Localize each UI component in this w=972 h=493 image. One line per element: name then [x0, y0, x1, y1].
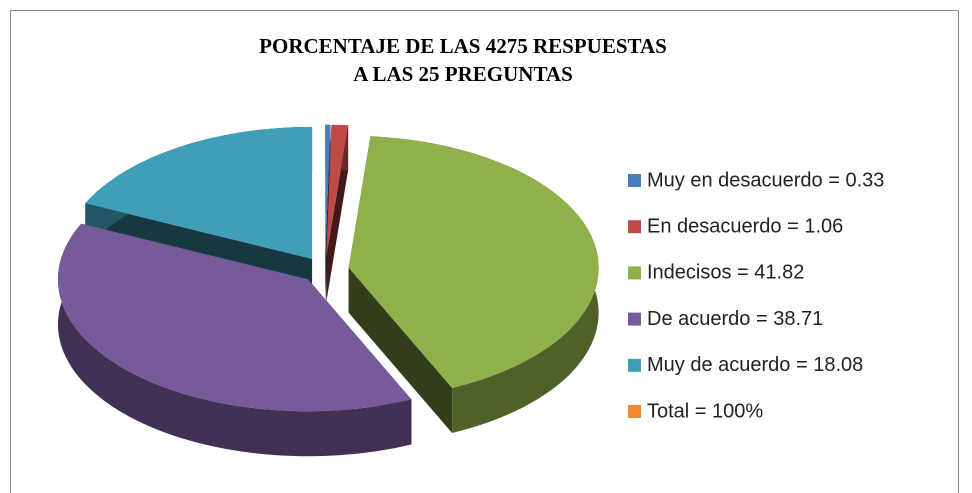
- chart-title: PORCENTAJE DE LAS 4275 RESPUESTAS: [259, 34, 667, 58]
- slice: [85, 126, 313, 259]
- slice: [326, 124, 349, 257]
- slice: [57, 223, 412, 412]
- chart-subtitle: A LAS 25 PREGUNTAS: [353, 62, 573, 86]
- legend-label: Muy en desacuerdo = 0.33: [647, 169, 884, 191]
- slice: [325, 124, 331, 257]
- legend-swatch: [628, 405, 641, 418]
- legend-swatch: [628, 312, 641, 326]
- legend-swatch: [628, 174, 641, 187]
- legend-swatch: [628, 266, 641, 280]
- legend-label: Total = 100%: [647, 400, 763, 422]
- legend-label: Muy de acuerdo = 18.08: [647, 354, 863, 376]
- legend-label: De acuerdo = 38.71: [647, 308, 823, 330]
- slice-wall: [348, 267, 453, 433]
- slice: [348, 136, 599, 388]
- legend-label: Indecisos = 41.82: [647, 262, 804, 284]
- legend: Muy en desacuerdo = 0.33 En desacuerdo = …: [628, 169, 884, 422]
- legend-swatch: [628, 220, 641, 234]
- slice-side: [57, 223, 412, 457]
- legend-swatch: [628, 358, 641, 372]
- legend-label: En desacuerdo = 1.06: [647, 215, 843, 237]
- pie-tops: [57, 124, 599, 412]
- pie: [57, 124, 599, 457]
